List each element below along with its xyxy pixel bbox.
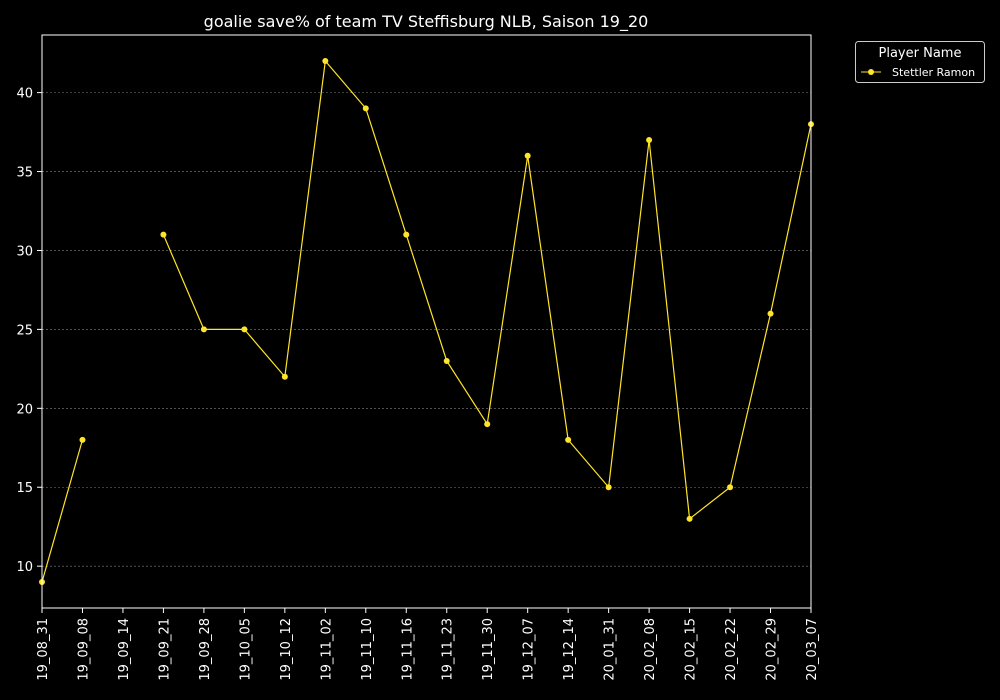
chart-title: goalie save% of team TV Steffisburg NLB,… (204, 12, 649, 32)
data-point (281, 373, 288, 380)
data-point (79, 436, 86, 443)
plot-frame (41, 34, 812, 609)
x-tick-label: 19_09_28 (198, 618, 213, 681)
data-point (362, 105, 369, 112)
x-tick-label: 19_11_30 (481, 618, 496, 681)
x-tick-label: 20_02_08 (643, 618, 658, 681)
y-tick-label: 40 (16, 87, 33, 102)
y-tick-label: 25 (16, 323, 33, 338)
legend-label-stettler-ramon: Stettler Ramon (892, 66, 975, 79)
x-tick-label: 19_09_14 (117, 618, 132, 681)
x-tick-label: 19_11_10 (360, 618, 375, 681)
x-tick-label: 19_09_08 (76, 618, 91, 681)
series-layer (39, 58, 814, 585)
y-tick-label: 30 (16, 244, 33, 259)
x-tick-label: 19_08_31 (36, 618, 51, 681)
data-point (200, 326, 207, 333)
legend-marker-stettler-ramon (868, 69, 874, 75)
x-tick-label: 20_02_15 (684, 618, 699, 681)
y-tick-label: 10 (16, 560, 33, 575)
x-tick-label: 20_02_29 (765, 618, 780, 681)
x-tick-label: 19_11_23 (441, 618, 456, 681)
y-axis: 10 15 20 25 30 35 40 (16, 87, 42, 575)
x-tick-label: 20_03_07 (805, 618, 820, 681)
x-axis: 19_08_31 19_09_08 19_09_14 19_09_21 19_09_28… (36, 608, 820, 681)
data-point (727, 484, 734, 491)
data-point (646, 136, 653, 143)
data-point (241, 326, 248, 333)
x-tick-label: 19_11_16 (400, 618, 415, 681)
data-point (443, 357, 450, 364)
x-tick-label: 20_01_31 (603, 618, 618, 681)
x-tick-label: 19_11_02 (319, 618, 334, 681)
y-tick-label: 35 (16, 166, 33, 181)
legend-title: Player Name (879, 46, 962, 61)
data-point (605, 484, 612, 491)
data-point (403, 231, 410, 238)
legend-box (855, 41, 985, 83)
data-point (322, 58, 329, 65)
x-tick-label: 20_02_22 (724, 618, 739, 681)
legend: Player Name Stettler Ramon (855, 41, 985, 83)
x-tick-label: 19_12_14 (562, 618, 577, 681)
x-tick-label: 19_12_07 (522, 618, 537, 681)
x-tick-label: 19_09_21 (157, 618, 172, 681)
data-point (686, 515, 693, 522)
y-tick-label: 20 (16, 402, 33, 417)
data-point (484, 421, 491, 428)
data-point (767, 310, 774, 317)
series-line-segment (41, 439, 84, 583)
data-point (565, 436, 572, 443)
data-point (160, 231, 167, 238)
y-tick-label: 15 (16, 481, 33, 496)
x-tick-label: 19_10_12 (279, 618, 294, 681)
x-tick-label: 19_10_05 (238, 618, 253, 681)
data-point (524, 152, 531, 159)
